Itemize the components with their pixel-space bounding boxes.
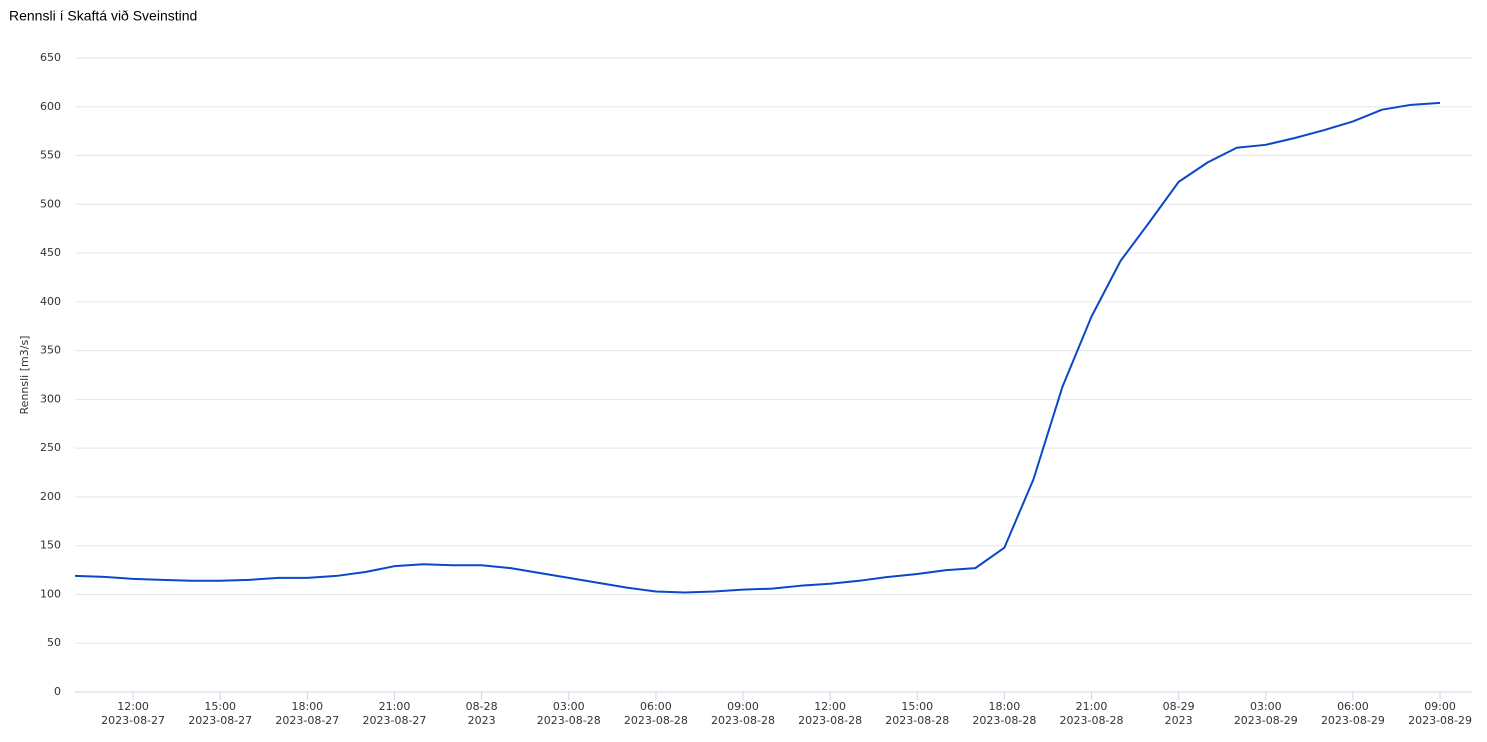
x-tick-label: 12:00: [814, 700, 846, 713]
y-tick-label: 100: [40, 587, 61, 600]
x-tick-label: 2023-08-27: [101, 714, 165, 727]
y-tick-label: 150: [40, 539, 61, 552]
x-tick-label: 2023-08-27: [188, 714, 252, 727]
x-tick-label: 2023-08-28: [972, 714, 1036, 727]
chart-title: Rennsli í Skaftá við Sveinstind: [9, 8, 197, 24]
x-tick-label: 03:00: [1250, 700, 1282, 713]
x-tick-label: 2023-08-29: [1408, 714, 1472, 727]
x-tick-label: 2023-08-29: [1234, 714, 1298, 727]
x-tick-label: 15:00: [901, 700, 933, 713]
x-tick-label: 18:00: [291, 700, 323, 713]
x-tick-label: 2023-08-28: [624, 714, 688, 727]
x-tick-label: 2023-08-28: [1060, 714, 1124, 727]
y-tick-label: 250: [40, 441, 61, 454]
x-tick-label: 03:00: [553, 700, 585, 713]
x-tick-label: 21:00: [1076, 700, 1108, 713]
x-tick-label: 09:00: [1424, 700, 1456, 713]
x-tick-label: 18:00: [989, 700, 1021, 713]
x-tick-label: 2023: [1165, 714, 1193, 727]
y-tick-label: 350: [40, 344, 61, 357]
data-line: [74, 101, 1441, 594]
x-tick-label: 12:00: [117, 700, 149, 713]
y-axis-label: Rennsli [m3/s]: [18, 336, 31, 415]
y-tick-label: 450: [40, 246, 61, 259]
y-tick-label: 650: [40, 51, 61, 64]
x-tick-label: 2023-08-28: [885, 714, 949, 727]
y-tick-label: 500: [40, 197, 61, 210]
x-tick-label: 09:00: [727, 700, 759, 713]
x-tick-label: 2023-08-29: [1321, 714, 1385, 727]
x-tick-label: 15:00: [204, 700, 236, 713]
y-tick-label: 550: [40, 149, 61, 162]
x-tick-label: 2023-08-27: [363, 714, 427, 727]
x-tick-label: 08-29: [1163, 700, 1195, 713]
y-tick-label: 300: [40, 392, 61, 405]
x-tick-label: 08-28: [466, 700, 498, 713]
x-tick-label: 2023-08-28: [798, 714, 862, 727]
x-tick-label: 06:00: [640, 700, 672, 713]
y-tick-label: 400: [40, 295, 61, 308]
x-tick-label: 06:00: [1337, 700, 1369, 713]
x-tick-label: 2023-08-28: [711, 714, 775, 727]
x-tick-label: 2023-08-27: [275, 714, 339, 727]
x-tick-label: 2023-08-28: [537, 714, 601, 727]
y-tick-label: 600: [40, 100, 61, 113]
y-tick-label: 0: [54, 685, 61, 698]
y-tick-label: 200: [40, 490, 61, 503]
x-tick-label: 21:00: [379, 700, 411, 713]
x-tick-label: 2023: [468, 714, 496, 727]
y-tick-label: 50: [47, 636, 61, 649]
